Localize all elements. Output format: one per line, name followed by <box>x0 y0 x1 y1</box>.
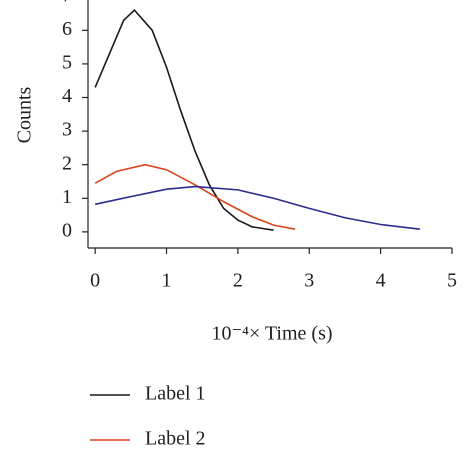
x-tick-label: 1 <box>162 270 172 292</box>
y-tick-label: 6 <box>62 18 72 40</box>
y-tick-label: 1 <box>62 186 72 208</box>
line-series <box>94 9 274 231</box>
y-tick-label: 3 <box>62 119 72 141</box>
y-tick-label: 7 <box>62 0 72 6</box>
x-axis-label: 10⁻⁴× Time (s) <box>211 323 332 345</box>
x-tick-label: 2 <box>233 270 243 292</box>
x-tick-label: 0 <box>90 270 100 292</box>
y-tick-label: 4 <box>62 85 72 107</box>
legend-label: Label 1 <box>145 383 206 405</box>
x-tick-label: 4 <box>376 270 386 292</box>
line-series <box>94 163 296 230</box>
x-tick-label: 5 <box>447 270 457 292</box>
y-tick-label: 5 <box>62 52 72 74</box>
y-tick-label: 0 <box>62 219 72 241</box>
line-series <box>94 185 420 230</box>
legend-label: Label 2 <box>145 428 206 450</box>
y-tick-label: 2 <box>62 152 72 174</box>
y-axis-label: Counts <box>14 86 36 143</box>
x-tick-label: 3 <box>304 270 314 292</box>
